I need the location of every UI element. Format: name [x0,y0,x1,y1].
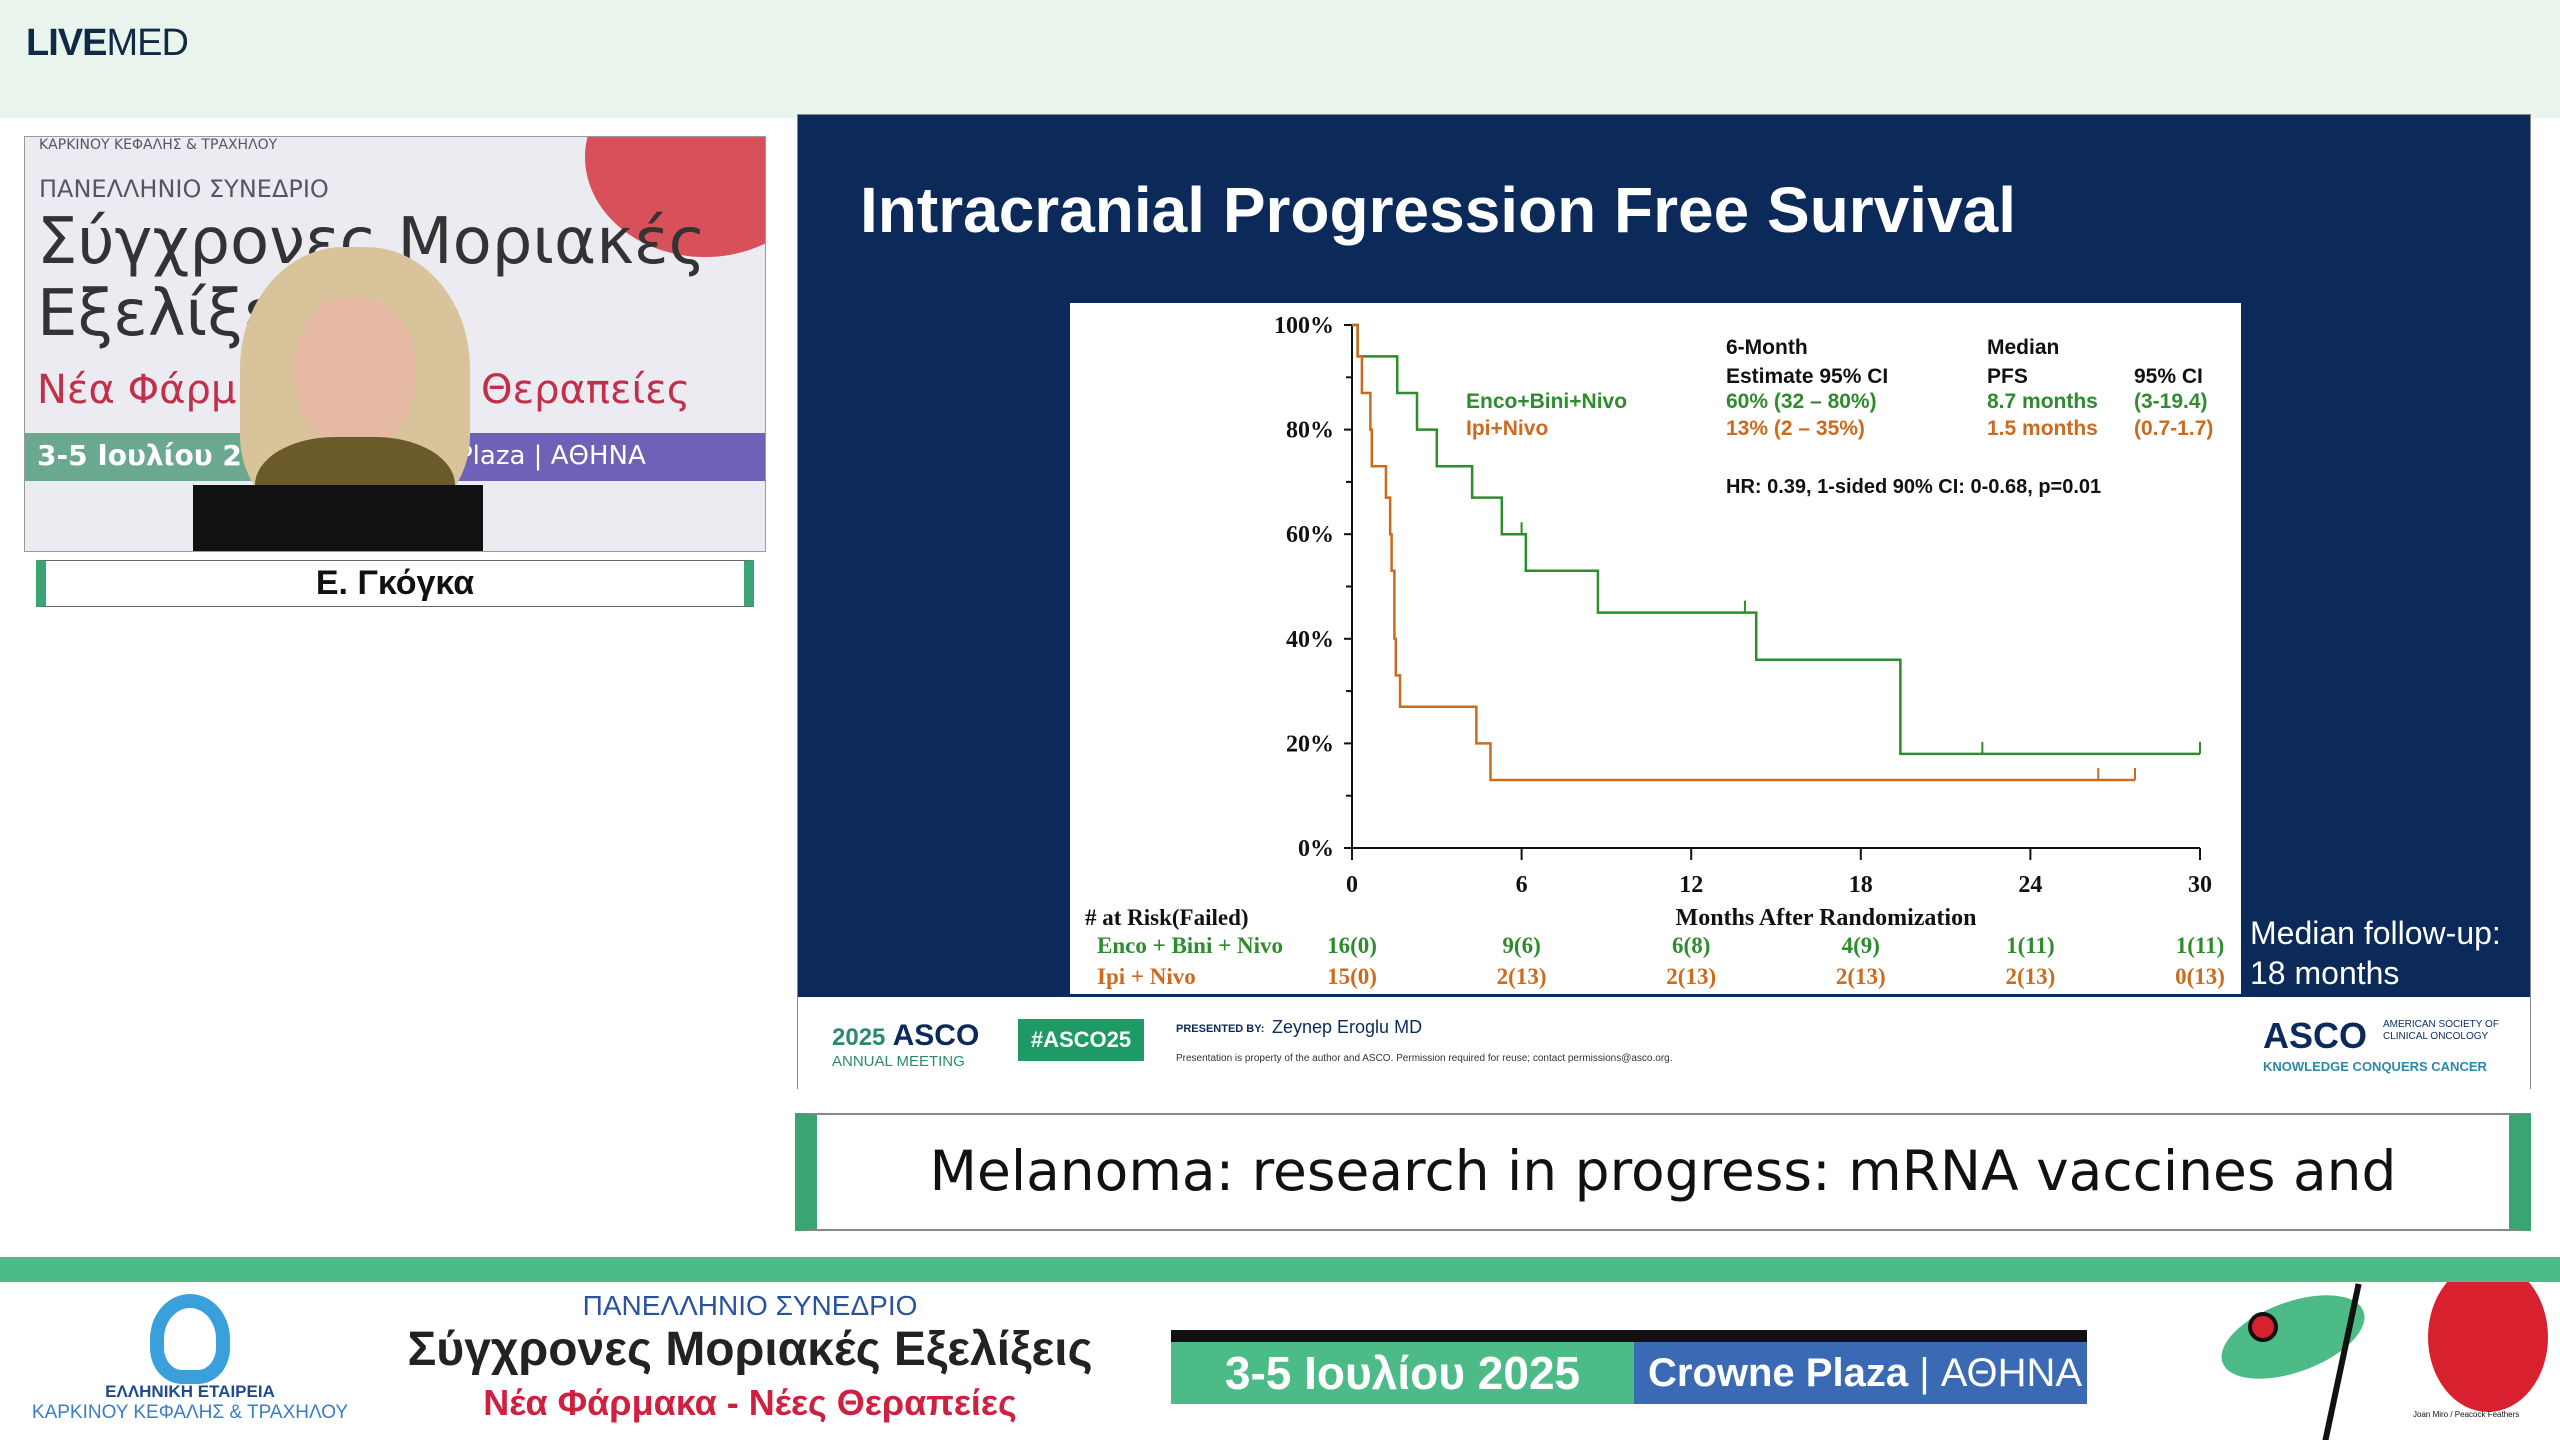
x-tick-label: 24 [2018,872,2042,898]
median-pfs: 1.5 months [1987,417,2098,440]
km-curve-ipi-nivo [1352,323,2135,782]
x-tick-label: 18 [1849,872,1873,898]
risk-table-title: # at Risk(Failed) [1085,905,1249,930]
presented-by-label: PRESENTED BY: [1176,1023,1265,1035]
x-tick-label: 0 [1346,872,1358,898]
banner-subtitle: ΠΑΝΕΛΛΗΝΙΟ ΣΥΝΕΔΡΙΟ [582,1290,918,1321]
legend-header: Estimate 95% CI [1726,365,1888,388]
y-tick-label: 100% [1274,313,1334,339]
slide-title: Intracranial Progression Free Survival [860,174,2017,246]
asco-logo: ASCO [2263,1015,2368,1056]
backdrop-line2: Εξελίξε [37,277,278,351]
y-tick-label: 0% [1298,836,1334,862]
at-risk-value: 1(11) [2176,933,2225,958]
at-risk-value: 2(13) [1497,964,1547,989]
banner-tagline: Νέα Φάρμακα - Νέες Θεραπείες [483,1382,1017,1423]
legend-header: PFS [1987,365,2028,388]
backdrop-venue: Plaza | ΑΘΗΝΑ [457,441,646,471]
y-tick-label: 60% [1286,522,1334,548]
speaker-name: Ε. Γκόγκα [36,560,754,607]
art-credit: Joan Miro / Peacock Feathers [2413,1410,2520,1419]
green-strip [0,1257,2560,1282]
backdrop-line3b: Θεραπείες [481,367,691,413]
asco-tagline: KNOWLEDGE CONQUERS CANCER [2263,1059,2487,1074]
asco-meeting-sub: ANNUAL MEETING [832,1053,965,1070]
asco-meeting-logo: 2025 ASCO [832,1019,980,1052]
banner-date: 3-5 Ιουλίου 2025 [1171,1342,1634,1404]
banner-venue: Crowne Plaza [1648,1351,1909,1395]
median-pfs: 8.7 months [1987,390,2098,413]
at-risk-value: 1(11) [2006,933,2055,958]
laptop [193,485,483,551]
risk-row-label: Ipi + Nivo [1097,964,1196,989]
speaker-video: ΚΑΡΚΙΝΟΥ ΚΕΦΑΛΗΣ & ΤΡΑΧΗΛΟΥ ΠΑΝΕΛΛΗΝΙΟ Σ… [24,136,766,552]
backdrop-subtitle: ΠΑΝΕΛΛΗΝΙΟ ΣΥΝΕΔΡΙΟ [39,175,329,203]
society-name-1: ΕΛΛΗΝΙΚΗ ΕΤΑΙΡΕΙΑ [105,1382,275,1401]
session-caption: Melanoma: research in progress: mRNA vac… [795,1113,2531,1315]
legend-label: Enco+Bini+Nivo [1466,390,1627,413]
y-tick-label: 80% [1286,418,1334,444]
at-risk-value: 16(0) [1327,933,1377,958]
presentation-slide: Intracranial Progression Free Survival 0… [797,114,2531,1089]
median-ci: (3-19.4) [2134,390,2208,413]
followup-line2: 18 months [2250,955,2400,991]
km-curve-enco-bini-nivo [1352,323,2200,756]
banner-venue-box: Crowne Plaza | ΑΘΗΝΑ [1634,1342,2087,1404]
asco-society: AMERICAN SOCIETY OF CLINICAL ONCOLOGY [2383,1019,2499,1042]
backdrop-org: ΚΑΡΚΙΝΟΥ ΚΕΦΑΛΗΣ & ΤΡΑΧΗΛΟΥ [39,137,278,153]
date-box-top [1171,1330,2087,1342]
at-risk-value: 2(13) [2005,964,2055,989]
median-ci: (0.7-1.7) [2134,417,2213,440]
at-risk-value: 4(9) [1842,933,1880,958]
at-risk-value: 9(6) [1502,933,1540,958]
km-chart-panel: 0% 20% 40% 60% 80% 100% 0 6 12 18 24 30 Months After… [1070,303,2241,994]
hazard-ratio: HR: 0.39, 1-sided 90% CI: 0-0.68, p=0.01 [1726,476,2101,498]
livemed-logo: LIVEMED [26,22,189,64]
at-risk-value: 2(13) [1666,964,1716,989]
hashtag-badge: #ASCO25 [1018,1019,1144,1061]
legend-header: 6-Month [1726,336,1808,359]
six-month-estimate: 60% (32 – 80%) [1726,390,1877,413]
median-followup: Median follow-up: 18 months [2250,913,2501,993]
conference-banner: ΕΛΛΗΝΙΚΗ ΕΤΑΙΡΕΙΑ ΚΑΡΚΙΝΟΥ ΚΕΦΑΛΗΣ & ΤΡΑ… [0,1282,2560,1440]
disclaimer: Presentation is property of the author a… [1176,1053,1673,1064]
at-risk-value: 6(8) [1672,933,1710,958]
society-name-2: ΚΑΡΚΙΝΟΥ ΚΕΦΑΛΗΣ & ΤΡΑΧΗΛΟΥ [31,1402,349,1423]
x-axis-title: Months After Randomization [1676,905,1977,931]
banner-title: Σύγχρονες Μοριακές Εξελίξεις [407,1323,1093,1376]
y-tick-label: 40% [1286,627,1334,653]
top-bar: LIVEMED [0,0,2560,118]
legend-header: Median [1987,336,2059,359]
at-risk-value: 2(13) [1836,964,1886,989]
banner-city: ΑΘΗΝΑ [1940,1351,2083,1395]
backdrop-line3a: Νέα Φάρμ [37,367,237,413]
legend-label: Ipi+Nivo [1466,417,1548,440]
ribbon-logo-icon [150,1294,230,1384]
y-tick-label: 20% [1286,731,1334,757]
miro-artwork: Joan Miro / Peacock Feathers [2188,1282,2560,1440]
risk-row-label: Enco + Bini + Nivo [1097,933,1283,958]
x-tick-label: 6 [1516,872,1528,898]
legend-header: 95% CI [2134,365,2203,388]
six-month-estimate: 13% (2 – 35%) [1726,417,1865,440]
at-risk-value: 0(13) [2175,964,2225,989]
x-tick-label: 30 [2188,872,2212,898]
at-risk-value: 15(0) [1327,964,1377,989]
km-chart: 0% 20% 40% 60% 80% 100% 0 6 12 18 24 30 Months After… [1085,313,2225,989]
followup-line1: Median follow-up: [2250,915,2501,951]
speaker-face [295,297,415,447]
slide-footer: 2025 ASCO ANNUAL MEETING #ASCO25 PRESENT… [798,997,2530,1089]
x-tick-label: 12 [1679,872,1703,898]
presenter-name: Zeynep Eroglu MD [1272,1017,1423,1037]
